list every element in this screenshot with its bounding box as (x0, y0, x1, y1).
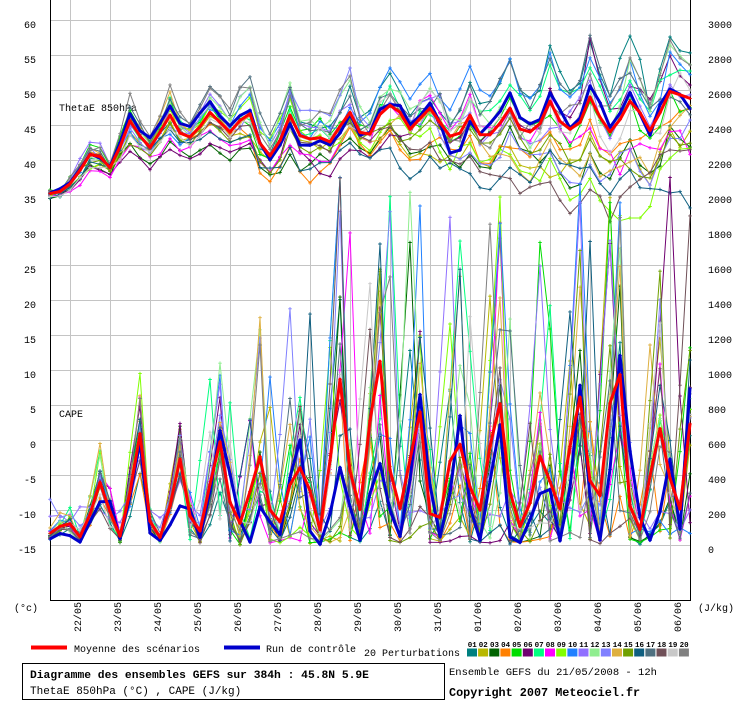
svg-text:-5: -5 (24, 476, 36, 487)
svg-text:30/05: 30/05 (393, 602, 405, 632)
svg-text:5: 5 (30, 406, 36, 417)
svg-text:-15: -15 (18, 546, 36, 557)
svg-text:(°c): (°c) (14, 603, 38, 615)
svg-text:05: 05 (512, 642, 522, 650)
svg-text:55: 55 (24, 56, 36, 67)
svg-text:22/05: 22/05 (73, 602, 85, 632)
svg-text:01/06: 01/06 (473, 602, 485, 632)
svg-text:24/05: 24/05 (153, 602, 165, 632)
svg-text:2000: 2000 (708, 196, 732, 207)
svg-text:Diagramme des ensembles GEFS s: Diagramme des ensembles GEFS sur 384h : … (30, 670, 369, 682)
svg-text:28/05: 28/05 (313, 602, 325, 632)
svg-text:50: 50 (24, 91, 36, 102)
svg-text:25/05: 25/05 (193, 602, 205, 632)
svg-text:400: 400 (708, 476, 726, 487)
svg-text:19: 19 (668, 642, 678, 650)
svg-text:2800: 2800 (708, 56, 732, 67)
svg-text:07: 07 (535, 642, 544, 650)
svg-text:11: 11 (579, 642, 589, 650)
svg-text:30: 30 (24, 231, 36, 242)
svg-text:45: 45 (24, 126, 36, 137)
svg-text:3000: 3000 (708, 21, 732, 32)
svg-text:31/05: 31/05 (433, 602, 445, 632)
svg-text:Run de contrôle: Run de contrôle (266, 644, 356, 656)
svg-text:CAPE: CAPE (59, 410, 83, 421)
svg-text:06: 06 (523, 642, 533, 650)
svg-text:0: 0 (30, 441, 36, 452)
svg-text:14: 14 (613, 642, 623, 650)
svg-text:35: 35 (24, 196, 36, 207)
svg-text:04/06: 04/06 (593, 602, 605, 632)
svg-text:60: 60 (24, 21, 36, 32)
svg-text:20: 20 (680, 642, 690, 650)
svg-text:29/05: 29/05 (353, 602, 365, 632)
svg-text:1800: 1800 (708, 231, 732, 242)
svg-text:04: 04 (501, 642, 511, 650)
svg-text:01: 01 (468, 642, 478, 650)
svg-text:20: 20 (24, 301, 36, 312)
svg-text:ThetaE 850hPa (°C) , CAPE (J/k: ThetaE 850hPa (°C) , CAPE (J/kg) (30, 686, 241, 698)
svg-text:12: 12 (590, 642, 600, 650)
svg-text:05/06: 05/06 (633, 602, 645, 632)
svg-text:10: 10 (568, 642, 578, 650)
svg-text:27/05: 27/05 (273, 602, 285, 632)
svg-text:20 Perturbations: 20 Perturbations (364, 648, 460, 660)
svg-text:200: 200 (708, 511, 726, 522)
svg-text:Moyenne des scénarios: Moyenne des scénarios (74, 644, 200, 656)
svg-text:1200: 1200 (708, 336, 732, 347)
svg-text:25: 25 (24, 266, 36, 277)
svg-text:40: 40 (24, 161, 36, 172)
svg-text:1600: 1600 (708, 266, 732, 277)
svg-text:17: 17 (646, 642, 655, 650)
svg-text:Ensemble GEFS du 21/05/2008 -: Ensemble GEFS du 21/05/2008 - 12h (449, 667, 657, 679)
svg-text:800: 800 (708, 406, 726, 417)
svg-text:03: 03 (490, 642, 500, 650)
svg-text:13: 13 (601, 642, 611, 650)
svg-text:10: 10 (24, 371, 36, 382)
svg-text:08: 08 (546, 642, 556, 650)
svg-text:02/06: 02/06 (513, 602, 525, 632)
svg-text:18: 18 (657, 642, 667, 650)
svg-text:02: 02 (479, 642, 489, 650)
svg-text:09: 09 (557, 642, 567, 650)
svg-text:16: 16 (635, 642, 645, 650)
svg-text:1400: 1400 (708, 301, 732, 312)
svg-text:1000: 1000 (708, 371, 732, 382)
svg-text:-10: -10 (18, 511, 36, 522)
svg-text:2600: 2600 (708, 91, 732, 102)
svg-text:2400: 2400 (708, 126, 732, 137)
svg-text:23/05: 23/05 (113, 602, 125, 632)
svg-text:2200: 2200 (708, 161, 732, 172)
svg-text:600: 600 (708, 441, 726, 452)
svg-text:03/06: 03/06 (553, 602, 565, 632)
svg-text:0: 0 (708, 546, 714, 557)
svg-text:15: 15 (24, 336, 36, 347)
svg-text:26/05: 26/05 (233, 602, 245, 632)
svg-text:(J/kg): (J/kg) (698, 603, 734, 615)
svg-text:06/06: 06/06 (673, 602, 685, 632)
svg-text:15: 15 (624, 642, 634, 650)
svg-text:Copyright 2007 Meteociel.fr: Copyright 2007 Meteociel.fr (449, 686, 640, 700)
